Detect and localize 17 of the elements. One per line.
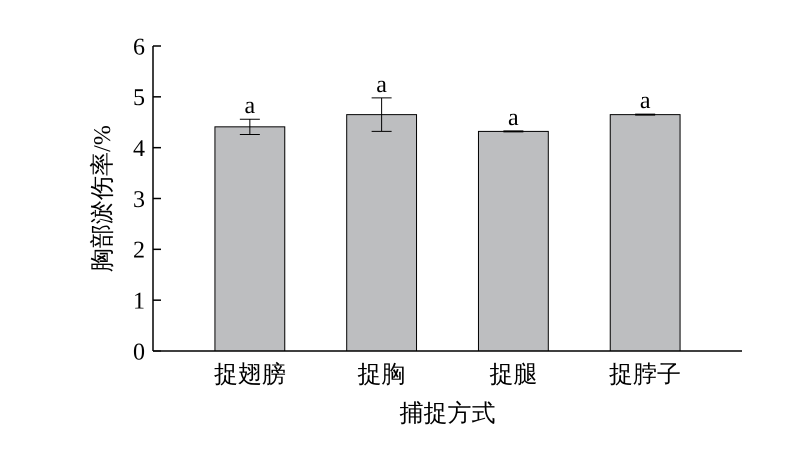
- annotation: a: [508, 104, 520, 131]
- y-axis-title: 胸部淤伤率/%: [89, 125, 116, 272]
- x-tick-label: 捉脖子: [609, 362, 682, 388]
- y-tick-label: 6: [133, 34, 145, 60]
- y-tick-label: 5: [133, 85, 145, 112]
- x-tick-label: 捉胸: [358, 362, 406, 388]
- x-axis-title: 捕捉方式: [400, 400, 496, 427]
- annotation: a: [376, 72, 388, 98]
- x-tick-label: 捉翅膀: [214, 361, 286, 388]
- y-tick-label: 3: [133, 186, 145, 213]
- y-tick-label: 0: [133, 339, 145, 366]
- x-tick-label: 捉腿: [489, 362, 538, 388]
- y-tick-label: 1: [133, 288, 145, 315]
- annotation: a: [244, 93, 256, 120]
- y-tick-label: 4: [133, 136, 145, 162]
- y-tick-label: 2: [133, 238, 145, 264]
- annotation: a: [640, 88, 651, 114]
